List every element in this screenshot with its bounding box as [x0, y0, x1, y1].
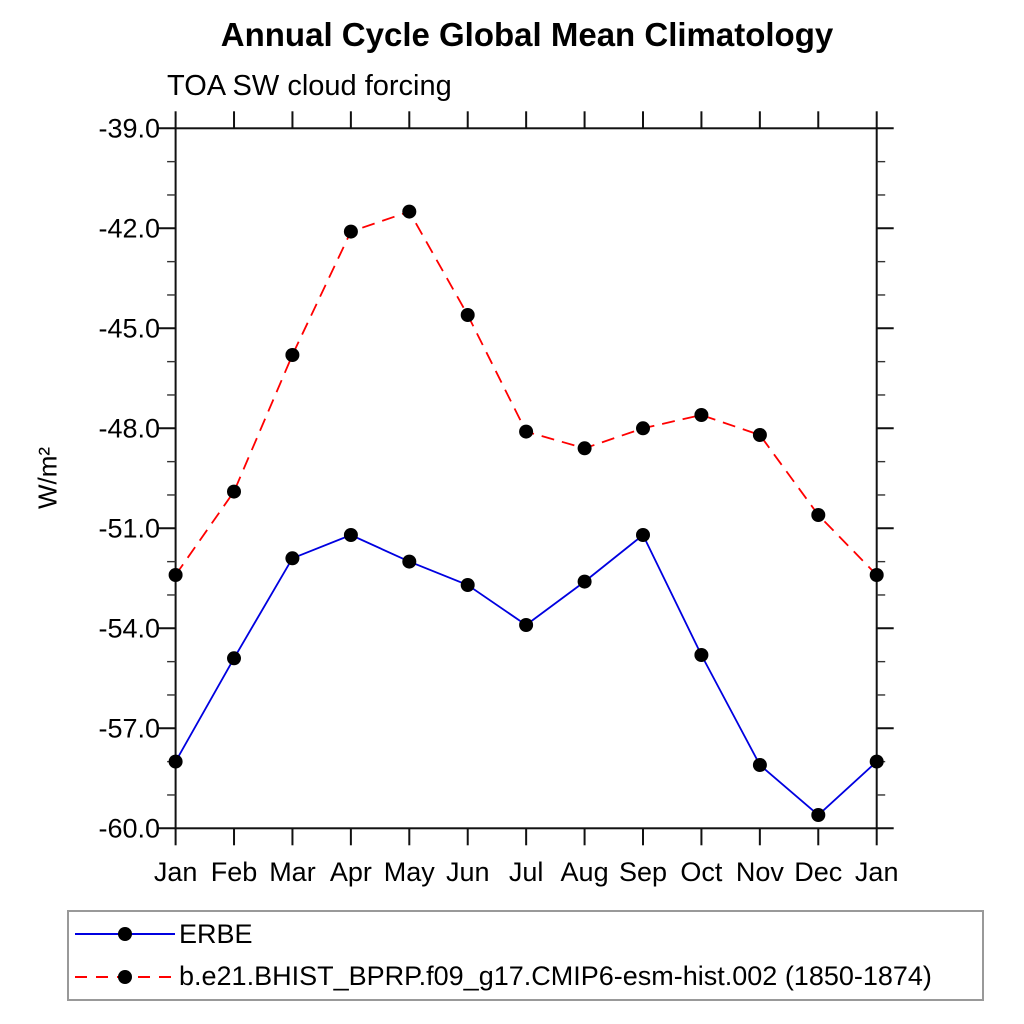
data-point-marker: [519, 618, 534, 632]
x-tick-label: Oct: [680, 857, 723, 887]
legend-label-model: b.e21.BHIST_BPRP.f09_g17.CMIP6-esm-hist.…: [179, 961, 932, 992]
data-point-marker: [752, 428, 767, 442]
y-tick-label: -45.0: [98, 313, 160, 343]
series-line-1: [174, 210, 878, 576]
data-point-marker: [811, 808, 826, 822]
data-point-marker: [285, 551, 300, 566]
series-markers-0: [168, 528, 884, 822]
series-line-0: [174, 533, 878, 817]
data-point-marker: [869, 754, 884, 769]
x-axis-ticks: [174, 111, 878, 846]
data-point-marker: [460, 578, 475, 592]
data-point-marker: [285, 348, 300, 362]
plot-frame: [174, 127, 878, 830]
x-tick-label: Feb: [211, 857, 258, 887]
data-point-marker: [402, 204, 417, 219]
data-point-marker: [168, 568, 183, 582]
data-point-marker: [343, 528, 358, 542]
legend-label-erbe: ERBE: [179, 918, 253, 949]
chart-title: Annual Cycle Global Mean Climatology: [220, 16, 834, 53]
legend-solid-line-icon: [75, 927, 175, 942]
legend-entry-erbe: ERBE: [69, 914, 982, 954]
y-axis-minor-ticks: [167, 160, 886, 796]
x-tick-label: Jan: [154, 857, 198, 887]
data-point-marker: [636, 528, 650, 542]
x-tick-label: Jul: [509, 857, 544, 887]
x-tick-label: Aug: [561, 857, 609, 887]
y-tick-label: -57.0: [98, 713, 160, 743]
data-point-marker: [694, 648, 709, 662]
data-point-marker: [577, 574, 592, 589]
data-point-marker: [577, 441, 592, 456]
data-point-marker: [168, 754, 183, 769]
y-tick-label: -60.0: [98, 813, 160, 843]
legend-entry-model: b.e21.BHIST_BPRP.f09_g17.CMIP6-esm-hist.…: [69, 957, 982, 997]
x-tick-label: Mar: [269, 857, 316, 887]
x-tick-label: May: [384, 857, 436, 887]
legend-dashed-line-icon: [75, 969, 175, 984]
y-tick-label: -54.0: [98, 613, 160, 643]
y-axis-ticks: [158, 127, 894, 830]
data-point-marker: [636, 421, 650, 436]
data-point-marker: [227, 651, 241, 666]
data-point-marker: [343, 224, 358, 239]
y-tick-label: -48.0: [98, 413, 160, 443]
x-axis-tick-labels: Jan Feb Mar Apr May Jun Jul Aug Sep Oct Nov Dec Jan: [154, 857, 899, 887]
y-tick-label: -42.0: [98, 213, 160, 243]
data-point-marker: [694, 408, 709, 422]
data-point-marker: [402, 554, 417, 569]
data-point-marker: [519, 424, 534, 439]
y-tick-label: -39.0: [98, 113, 160, 143]
data-point-marker: [752, 758, 767, 772]
x-tick-label: Sep: [619, 857, 667, 887]
x-tick-label: Jan: [855, 857, 899, 887]
y-axis-tick-labels: -39.0 -42.0 -45.0 -48.0 -51.0 -54.0 -57.0 -60.0: [98, 113, 160, 843]
x-tick-label: Jun: [446, 857, 490, 887]
x-tick-label: Apr: [330, 857, 372, 887]
y-tick-label: -51.0: [98, 513, 160, 543]
series-markers-1: [168, 204, 884, 582]
x-tick-label: Dec: [794, 857, 842, 887]
chart-subtitle: TOA SW cloud forcing: [167, 70, 452, 102]
data-point-marker: [460, 308, 475, 322]
data-point-marker: [869, 568, 884, 582]
x-tick-label: Nov: [736, 857, 785, 887]
data-point-marker: [227, 484, 241, 499]
legend: ERBE b.e21.BHIST_BPRP.f09_g17.CMIP6-esm-…: [67, 910, 984, 1001]
data-point-marker: [811, 508, 826, 522]
